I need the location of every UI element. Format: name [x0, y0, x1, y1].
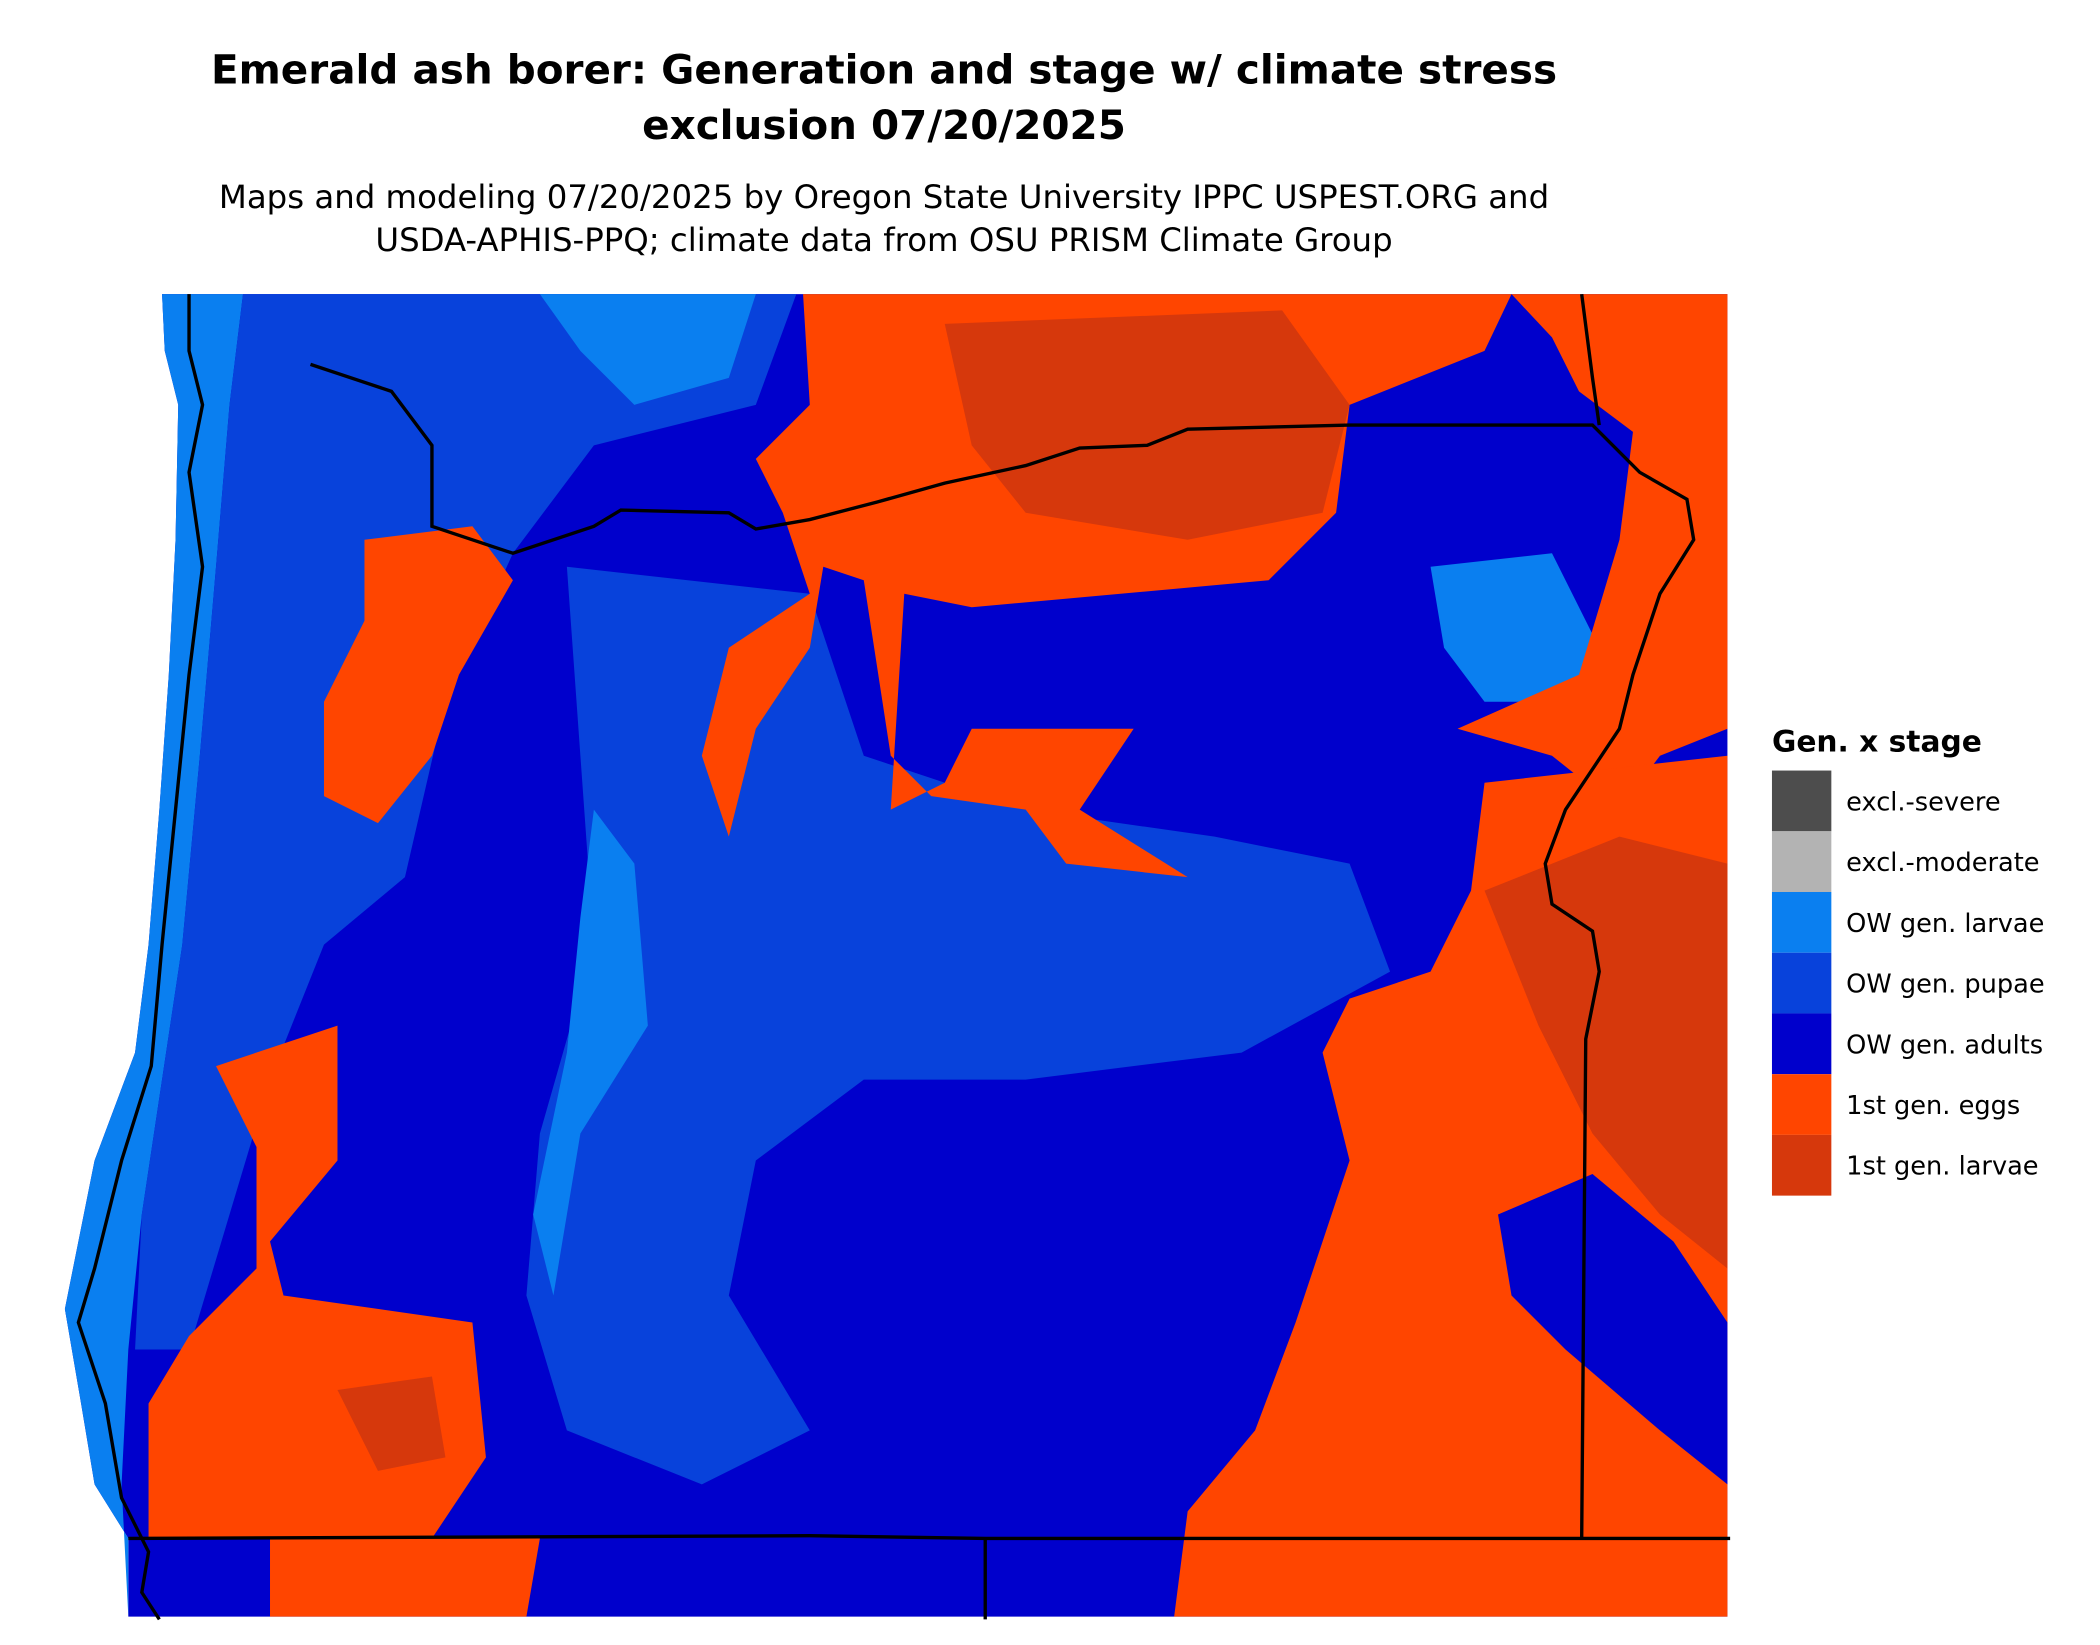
title-line: Emerald ash borer: Generation and stage …: [211, 46, 1557, 94]
legend-swatch: [1771, 1134, 1832, 1196]
eggs-region: [270, 1538, 540, 1617]
legend-swatch: [1771, 831, 1832, 892]
raster-map: [64, 293, 1731, 1621]
legend-label: OW gen. adults: [1846, 1030, 2043, 1060]
larvae-region: [1484, 836, 1728, 1269]
legend-label: OW gen. pupae: [1846, 970, 2044, 1000]
legend-label: excl.-moderate: [1846, 848, 2039, 878]
legend-swatch: [1771, 891, 1832, 953]
coastline: [76, 294, 205, 1621]
larvae-patch: [1430, 553, 1593, 702]
legend-label: excl.-severe: [1846, 787, 2000, 817]
subtitle-line: Maps and modeling 07/20/2025 by Oregon S…: [219, 178, 1549, 216]
state-border: [309, 362, 1696, 1539]
legend-label: 1st gen. larvae: [1846, 1152, 2038, 1182]
state-border: [128, 1534, 1731, 1541]
pupae-region: [526, 566, 1391, 1485]
adults-patch: [1498, 1174, 1728, 1485]
legend: excl.-severe excl.-moderate OW gen. larvae…: [1771, 770, 2045, 1196]
pupae-region: [135, 294, 797, 1350]
coast-larvae: [64, 294, 244, 1617]
legend-title: Gen. x stage: [1772, 724, 1982, 759]
legend-swatch: [1771, 1074, 1832, 1135]
legend-swatch: [1771, 952, 1832, 1014]
state-border: [1580, 293, 1601, 426]
larvae-patch: [533, 809, 648, 1296]
larvae-region: [944, 310, 1350, 540]
eggs-region: [323, 526, 513, 824]
larvae-patch: [539, 294, 756, 405]
subtitle-line: USDA-APHIS-PPQ; climate data from OSU PR…: [375, 221, 1392, 259]
legend-swatch: [1771, 1013, 1832, 1075]
eggs-region: [1457, 294, 1728, 810]
larvae-region: [337, 1376, 446, 1471]
title-line: exclusion 07/20/2025: [642, 101, 1126, 149]
legend-swatch: [1771, 770, 1832, 832]
legend-label: 1st gen. eggs: [1846, 1091, 2020, 1121]
legend-label: OW gen. larvae: [1846, 909, 2044, 939]
